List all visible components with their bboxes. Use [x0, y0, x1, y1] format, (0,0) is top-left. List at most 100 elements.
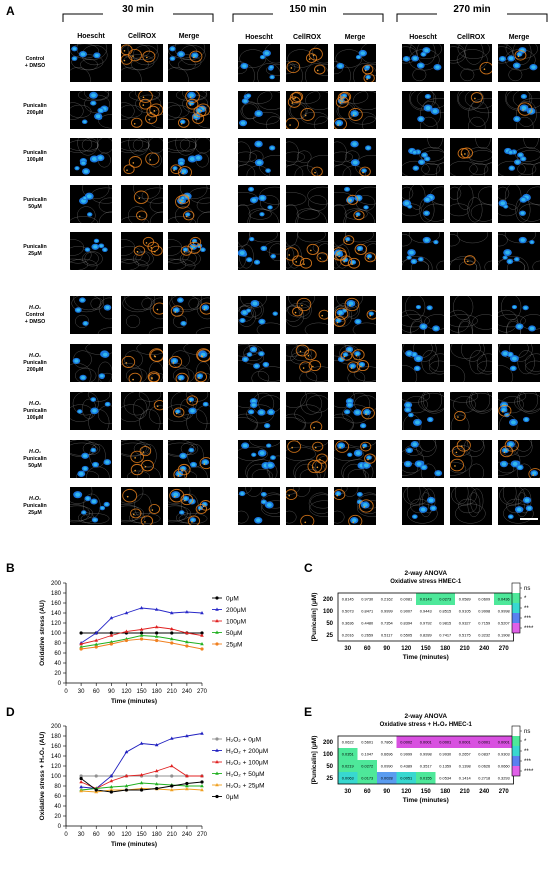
data-point — [79, 647, 83, 651]
y-tick-label: 160 — [51, 601, 62, 607]
heatmap-cell — [357, 605, 377, 617]
timepoint-label-30: 30 min — [103, 4, 173, 15]
heatmap-cell — [396, 748, 416, 760]
heatmap-x-tick-label: 240 — [479, 646, 490, 652]
micrograph-hoescht — [70, 392, 112, 430]
heatmap-c: 2-way ANOVA Oxidative stress HMEC-1 200 0.8… — [311, 570, 534, 661]
heatmap-cell — [377, 736, 397, 748]
micrograph-merge — [498, 185, 540, 223]
x-tick-label: 210 — [167, 832, 178, 838]
row-label: H₂O₂ Punicalin 50μM — [12, 449, 58, 470]
micrograph-image — [498, 44, 538, 82]
heatmap-cell-value: 0.0002 — [400, 740, 412, 745]
data-point — [154, 625, 159, 629]
heatmap-cell-value: 0.0589 — [459, 597, 471, 602]
heatmap-cell — [357, 748, 377, 760]
row-label-line: Punicalin — [23, 359, 47, 366]
data-point — [185, 610, 189, 614]
micrograph-image — [70, 487, 110, 524]
y-tick-label: 200 — [51, 724, 62, 730]
heatmap-cell — [435, 605, 455, 617]
heatmap-cell-value: 0.7159 — [478, 621, 490, 626]
heatmap-y-tick-label: 200 — [323, 597, 334, 603]
heatmap-cell-value: 0.0001 — [439, 740, 451, 745]
micrograph-image — [168, 138, 210, 176]
data-point — [169, 637, 174, 641]
heatmap-cell-value: 0.3232 — [478, 633, 490, 638]
heatmap-cell-value: 0.9105 — [459, 609, 471, 614]
micrograph-merge — [168, 440, 210, 478]
heatmap-cell-value: 0.2718 — [478, 776, 490, 781]
row-label: Punicalin 25μM — [12, 244, 58, 258]
heatmap-cell — [474, 605, 494, 617]
data-point — [94, 774, 98, 778]
panel-letter-e: E — [304, 705, 313, 719]
micrograph-merge — [498, 138, 540, 176]
row-label: Punicalin 50μM — [12, 197, 58, 211]
row-label-line: 100μM — [26, 157, 44, 163]
data-point — [200, 780, 204, 784]
micrograph-image — [498, 392, 540, 430]
legend-label: H₂O₂ + 200μM — [226, 748, 268, 755]
legend-label: ** — [524, 749, 529, 755]
heatmap-x-tick-label: 30 — [344, 646, 351, 652]
micrograph-image — [402, 296, 444, 334]
heatmap-cell — [494, 593, 514, 605]
heatmap-x-tick-label: 150 — [421, 646, 432, 652]
x-tick-label: 0 — [64, 832, 68, 838]
channel-label-cellrox: CellROX — [292, 34, 321, 41]
row-label-line: 25μM — [28, 251, 42, 257]
chart-d: 0 20 40 60 80 100 120 140 160 180 200 0 30 60 90 120 150… — [39, 724, 268, 848]
heatmap-cell — [396, 736, 416, 748]
micrograph-merge — [334, 344, 376, 382]
micrograph-image — [168, 392, 210, 430]
heatmap-cell-value: 0.2162 — [381, 597, 393, 602]
data-point — [200, 784, 204, 788]
data-point — [139, 637, 144, 641]
channel-label-cellrox: CellROX — [127, 33, 156, 40]
data-point — [94, 790, 99, 794]
row-label-line: Punicalin — [23, 244, 47, 250]
micrograph-image — [70, 440, 112, 478]
micrograph-merge — [334, 232, 376, 270]
heatmap-cell-value: 0.0001 — [478, 740, 490, 745]
row-label-line: Punicalin — [23, 197, 47, 203]
x-tick-label: 180 — [152, 832, 163, 838]
micrograph-image — [238, 186, 280, 223]
legend-marker — [215, 737, 219, 741]
heatmap-cell — [435, 629, 455, 641]
row-label-line: H₂O₂ — [29, 448, 41, 455]
heatmap-cell — [494, 760, 514, 772]
heatmap-cell-value: 0.1398 — [459, 764, 471, 769]
data-point — [94, 638, 99, 642]
series-1 — [79, 731, 204, 790]
data-point — [170, 784, 174, 788]
legend-marker — [215, 794, 219, 799]
channel-label-hoescht: Hoescht — [409, 34, 437, 41]
data-point — [170, 774, 174, 778]
x-tick-label: 180 — [152, 689, 163, 695]
micrograph-image — [498, 296, 540, 334]
heatmap-cell-value: 0.0001 — [459, 740, 471, 745]
heatmap-cell — [494, 605, 514, 617]
micrograph-image — [121, 487, 161, 525]
data-point — [155, 638, 159, 643]
data-point — [200, 611, 204, 615]
heatmap-cell — [474, 760, 494, 772]
heatmap-cell — [377, 629, 397, 641]
heatmap-e: 2-way ANOVA Oxidative stress + H₂O₂ HMEC-… — [311, 713, 534, 804]
x-tick-label: 240 — [182, 832, 193, 838]
y-tick-label: 40 — [54, 661, 61, 667]
data-point — [109, 640, 114, 644]
heatmap-cell-value: 0.9303 — [498, 752, 510, 757]
micrograph-hoescht — [402, 392, 444, 430]
heatmap-y-tick-label: 50 — [326, 764, 333, 770]
micrograph-merge — [168, 232, 210, 270]
heatmap-cell-value: 0.9792 — [420, 621, 432, 626]
heatmap-cell — [338, 593, 358, 605]
micrograph-hoescht — [238, 44, 280, 82]
legend-swatch — [512, 746, 520, 756]
channel-label-hoescht: Hoescht — [77, 33, 105, 40]
x-tick-label: 120 — [121, 689, 132, 695]
data-point — [109, 785, 114, 789]
